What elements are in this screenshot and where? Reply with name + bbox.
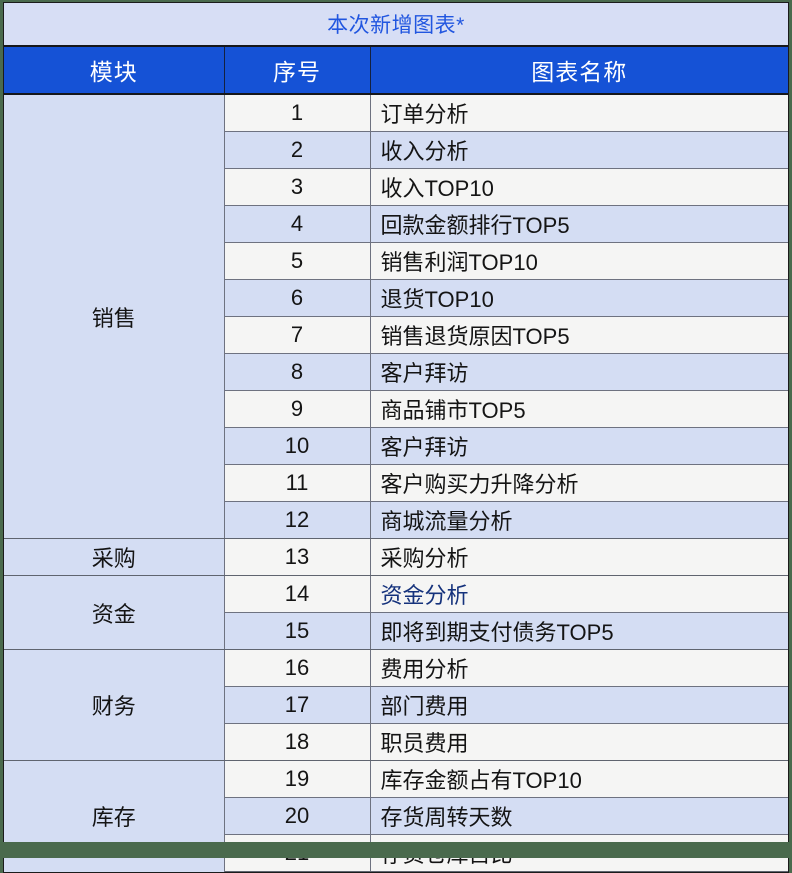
chart-name-cell: 收入TOP10 [370, 169, 788, 206]
row-index-cell: 15 [224, 613, 370, 650]
module-cell: 资金 [4, 576, 224, 650]
table-title-row: 本次新增图表* [4, 3, 788, 46]
chart-name-cell: 采购分析 [370, 539, 788, 576]
row-index-cell: 8 [224, 354, 370, 391]
row-index-cell: 18 [224, 724, 370, 761]
chart-name-cell: 部门费用 [370, 687, 788, 724]
row-index-cell: 7 [224, 317, 370, 354]
chart-name-cell: 库存金额占有TOP10 [370, 761, 788, 798]
row-index-cell: 12 [224, 502, 370, 539]
column-header-module: 模块 [4, 46, 224, 94]
row-index-cell: 19 [224, 761, 370, 798]
chart-name-cell: 客户拜访 [370, 428, 788, 465]
row-index-cell: 2 [224, 132, 370, 169]
chart-name-cell: 客户购买力升降分析 [370, 465, 788, 502]
module-cell: 销售 [4, 94, 224, 539]
chart-name-cell: 商品铺市TOP5 [370, 391, 788, 428]
row-index-cell: 14 [224, 576, 370, 613]
row-index-cell: 5 [224, 243, 370, 280]
module-cell: 采购 [4, 539, 224, 576]
chart-name-cell: 资金分析 [370, 576, 788, 613]
chart-name-cell: 存货周转天数 [370, 798, 788, 835]
chart-name-cell: 销售退货原因TOP5 [370, 317, 788, 354]
row-index-cell: 9 [224, 391, 370, 428]
row-index-cell: 13 [224, 539, 370, 576]
row-index-cell: 11 [224, 465, 370, 502]
chart-name-cell: 退货TOP10 [370, 280, 788, 317]
chart-name-cell: 收入分析 [370, 132, 788, 169]
chart-name-cell: 客户拜访 [370, 354, 788, 391]
row-index-cell: 16 [224, 650, 370, 687]
row-index-cell: 4 [224, 206, 370, 243]
row-index-cell: 6 [224, 280, 370, 317]
row-index-cell: 17 [224, 687, 370, 724]
row-index-cell: 3 [224, 169, 370, 206]
page-bottom-band [0, 842, 792, 858]
chart-name-cell: 费用分析 [370, 650, 788, 687]
table-title: 本次新增图表* [4, 3, 788, 46]
chart-name-cell: 订单分析 [370, 94, 788, 132]
column-header-index: 序号 [224, 46, 370, 94]
table-header-row: 模块 序号 图表名称 [4, 46, 788, 94]
module-cell: 财务 [4, 650, 224, 761]
chart-name-cell: 回款金额排行TOP5 [370, 206, 788, 243]
column-header-chart-name: 图表名称 [370, 46, 788, 94]
chart-name-cell: 销售利润TOP10 [370, 243, 788, 280]
chart-name-cell: 即将到期支付债务TOP5 [370, 613, 788, 650]
chart-name-cell: 职员费用 [370, 724, 788, 761]
row-index-cell: 1 [224, 94, 370, 132]
row-index-cell: 20 [224, 798, 370, 835]
chart-name-cell: 商城流量分析 [370, 502, 788, 539]
row-index-cell: 10 [224, 428, 370, 465]
